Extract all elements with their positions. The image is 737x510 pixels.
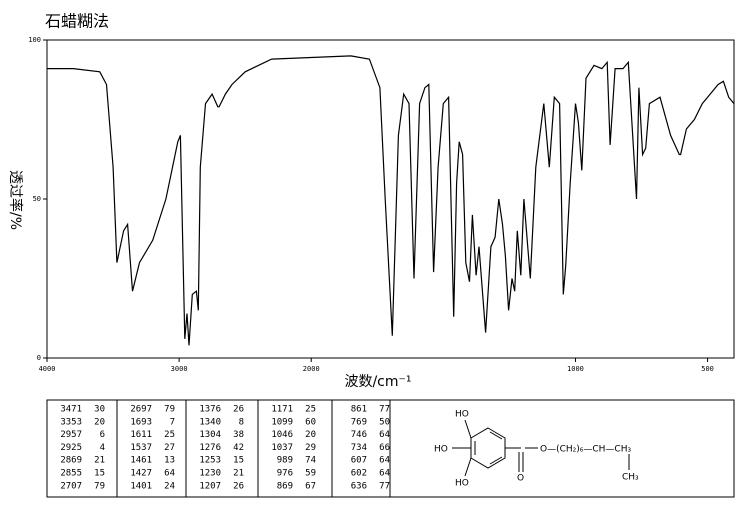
molecule-structure <box>452 419 630 477</box>
peak-transmittance: 4 <box>100 443 105 453</box>
peak-transmittance: 66 <box>379 443 390 453</box>
peak-transmittance: 77 <box>379 481 390 491</box>
peak-transmittance: 64 <box>379 456 390 466</box>
y-axis-label: 透过率/% <box>7 170 24 230</box>
peak-transmittance: 26 <box>233 481 244 491</box>
structure-label: HO <box>434 445 448 455</box>
peak-transmittance: 27 <box>164 443 175 453</box>
peak-transmittance: 7 <box>170 417 175 427</box>
peak-wavenumber: 2925 <box>60 443 82 453</box>
peak-wavenumber: 1611 <box>130 430 152 440</box>
peak-transmittance: 64 <box>379 469 390 479</box>
spectrum-line <box>47 55 735 346</box>
x-tick-label: 2000 <box>303 365 320 373</box>
peak-wavenumber: 2707 <box>60 481 82 491</box>
x-axis-label: 波数/cm⁻¹ <box>344 374 411 390</box>
peak-wavenumber: 1537 <box>130 443 152 453</box>
structure-label: O—(CH₂)₆—CH—CH₃ <box>540 445 631 455</box>
peak-transmittance: 6 <box>100 430 105 440</box>
peak-transmittance: 8 <box>239 417 244 427</box>
peak-wavenumber: 1693 <box>130 417 152 427</box>
peak-transmittance: 15 <box>233 456 244 466</box>
peak-wavenumber: 1230 <box>199 469 221 479</box>
x-tick-label: 1000 <box>567 365 584 373</box>
structure-label: HO <box>455 479 469 489</box>
peak-transmittance: 25 <box>164 430 175 440</box>
peak-transmittance: 38 <box>233 430 244 440</box>
peak-transmittance: 13 <box>164 456 175 466</box>
peak-wavenumber: 1340 <box>199 417 221 427</box>
peak-transmittance: 77 <box>379 405 390 415</box>
peak-wavenumber: 1171 <box>271 405 293 415</box>
peak-wavenumber: 1304 <box>199 430 221 440</box>
peak-transmittance: 21 <box>233 469 244 479</box>
y-tick-label: 100 <box>28 36 41 44</box>
peak-wavenumber: 1253 <box>199 456 221 466</box>
peak-wavenumber: 1037 <box>271 443 293 453</box>
table-dividers <box>116 400 391 497</box>
peak-wavenumber: 1099 <box>271 417 293 427</box>
peak-transmittance: 20 <box>305 430 316 440</box>
peak-transmittance: 20 <box>94 417 105 427</box>
peak-wavenumber: 1401 <box>130 481 152 491</box>
peak-transmittance: 25 <box>305 405 316 415</box>
peak-wavenumber: 734 <box>351 443 367 453</box>
peak-wavenumber: 1276 <box>199 443 221 453</box>
peak-transmittance: 30 <box>94 405 105 415</box>
peak-transmittance: 60 <box>305 417 316 427</box>
peak-transmittance: 64 <box>164 469 175 479</box>
peak-transmittance: 59 <box>305 469 316 479</box>
peak-wavenumber: 602 <box>351 469 367 479</box>
peak-transmittance: 29 <box>305 443 316 453</box>
peak-wavenumber: 869 <box>277 481 293 491</box>
peak-wavenumber: 1207 <box>199 481 221 491</box>
y-tick-label: 50 <box>33 195 41 203</box>
chart-title: 石蜡糊法 <box>45 12 109 31</box>
structure-label: O <box>517 474 524 484</box>
peak-wavenumber: 1376 <box>199 405 221 415</box>
peak-wavenumber: 976 <box>277 469 293 479</box>
structure-label: CH₃ <box>622 473 639 483</box>
y-tick-label: 0 <box>37 354 41 362</box>
peak-wavenumber: 607 <box>351 456 367 466</box>
peak-wavenumber: 2957 <box>60 430 82 440</box>
peak-wavenumber: 746 <box>351 430 367 440</box>
peak-transmittance: 24 <box>164 481 175 491</box>
peak-transmittance: 42 <box>233 443 244 453</box>
peak-transmittance: 64 <box>379 430 390 440</box>
peak-transmittance: 79 <box>94 481 105 491</box>
x-tick-label: 4000 <box>39 365 56 373</box>
peak-transmittance: 26 <box>233 405 244 415</box>
peak-transmittance: 21 <box>94 456 105 466</box>
structure-label: HO <box>455 410 469 420</box>
peak-wavenumber: 861 <box>351 405 367 415</box>
peak-wavenumber: 3471 <box>60 405 82 415</box>
peak-wavenumber: 2855 <box>60 469 82 479</box>
peak-wavenumber: 3353 <box>60 417 82 427</box>
peak-wavenumber: 1461 <box>130 456 152 466</box>
peak-transmittance: 67 <box>305 481 316 491</box>
peak-wavenumber: 1046 <box>271 430 293 440</box>
peak-wavenumber: 2869 <box>60 456 82 466</box>
peak-transmittance: 15 <box>94 469 105 479</box>
peak-transmittance: 50 <box>379 417 390 427</box>
peak-wavenumber: 989 <box>277 456 293 466</box>
peak-wavenumber: 2697 <box>130 405 152 415</box>
peak-transmittance: 79 <box>164 405 175 415</box>
x-tick-label: 500 <box>701 365 714 373</box>
peak-transmittance: 74 <box>305 456 316 466</box>
peak-wavenumber: 636 <box>351 481 367 491</box>
peak-wavenumber: 1427 <box>130 469 152 479</box>
x-tick-label: 3000 <box>171 365 188 373</box>
peak-wavenumber: 769 <box>351 417 367 427</box>
